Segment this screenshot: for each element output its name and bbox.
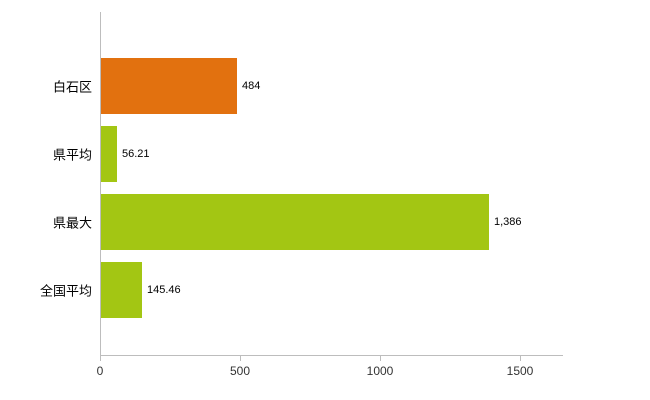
bar-0: [101, 58, 237, 114]
x-axis-tick-1: [240, 356, 241, 361]
x-axis-tick-label-0: 0: [96, 364, 104, 378]
bar-2: [101, 194, 489, 250]
category-label-3: 全国平均: [39, 283, 92, 299]
x-axis-tick-label-2: 1000: [366, 364, 394, 378]
x-axis-tick-2: [380, 356, 381, 361]
category-label-1: 県平均: [52, 147, 92, 163]
x-axis-tick-label-1: 500: [229, 364, 251, 378]
plot-area: [100, 12, 563, 356]
x-axis-tick-3: [520, 356, 521, 361]
value-label-0: 484: [242, 80, 261, 92]
category-label-2: 県最大: [52, 215, 92, 231]
x-axis-tick-label-3: 1500: [506, 364, 534, 378]
x-axis-tick-0: [100, 356, 101, 361]
value-label-3: 145.46: [147, 284, 181, 296]
bar-3: [101, 262, 142, 318]
category-label-0: 白石区: [52, 79, 92, 95]
value-label-2: 1,386: [494, 216, 522, 228]
value-label-1: 56.21: [122, 148, 150, 160]
bar-1: [101, 126, 117, 182]
